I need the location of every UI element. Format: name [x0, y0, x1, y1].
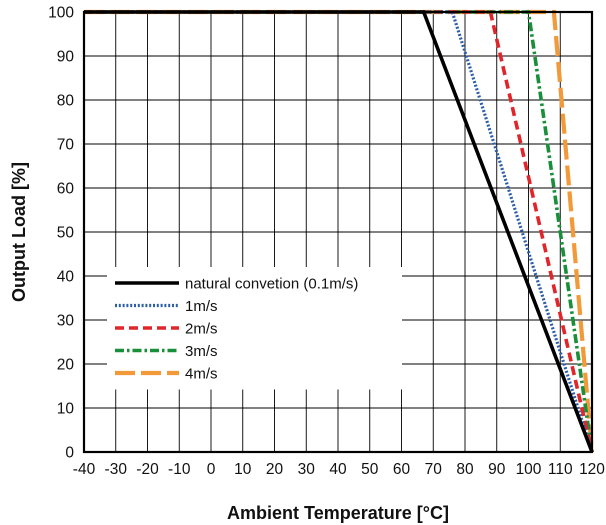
- x-tick-label: 20: [266, 461, 284, 478]
- legend-label: 4m/s: [185, 366, 218, 383]
- x-tick-label: 80: [456, 461, 474, 478]
- y-tick-label: 70: [57, 137, 75, 154]
- x-tick-label: 0: [207, 461, 216, 478]
- legend-label: natural convetion (0.1m/s): [185, 276, 358, 293]
- legend-box: [107, 267, 402, 390]
- y-tick-label: 50: [57, 225, 75, 242]
- y-tick-labels: 0 10 20 30 40 50 60 70 80 90 100: [48, 5, 74, 462]
- x-tick-label: -30: [105, 461, 128, 478]
- y-tick-label: 90: [57, 49, 75, 66]
- legend-label: 2m/s: [185, 321, 218, 338]
- legend: natural convetion (0.1m/s) 1m/s 2m/s 3m/s 4m…: [107, 267, 402, 390]
- y-tick-label: 80: [57, 93, 75, 110]
- x-tick-label: -10: [168, 461, 191, 478]
- x-tick-label: 40: [329, 461, 347, 478]
- y-tick-label: 60: [57, 181, 75, 198]
- x-tick-labels: -40 -30 -20 -10 0 10 20 30 40 50 60 70 80 90 100 110 120: [73, 461, 606, 478]
- x-tick-label: 60: [393, 461, 411, 478]
- x-tick-label: 10: [234, 461, 252, 478]
- legend-label: 3m/s: [185, 343, 218, 360]
- y-tick-label: 30: [57, 313, 75, 330]
- x-tick-label: 100: [516, 461, 542, 478]
- y-tick-label: 20: [57, 357, 75, 374]
- x-tick-label: -20: [136, 461, 159, 478]
- x-tick-label: 50: [361, 461, 379, 478]
- y-tick-label: 0: [65, 445, 74, 462]
- x-tick-label: -40: [73, 461, 96, 478]
- y-tick-label: 10: [57, 401, 75, 418]
- legend-label: 1m/s: [185, 298, 218, 315]
- x-tick-label: 70: [425, 461, 443, 478]
- y-tick-label: 100: [48, 5, 74, 22]
- x-tick-label: 30: [298, 461, 316, 478]
- x-axis-title: Ambient Temperature [°C]: [227, 503, 449, 523]
- x-tick-label: 120: [579, 461, 605, 478]
- y-tick-label: 40: [57, 269, 75, 286]
- x-tick-label: 90: [488, 461, 506, 478]
- plot-frame: [82, 10, 594, 454]
- x-tick-label: 110: [548, 461, 573, 478]
- y-axis-title: Output Load [%]: [9, 162, 29, 302]
